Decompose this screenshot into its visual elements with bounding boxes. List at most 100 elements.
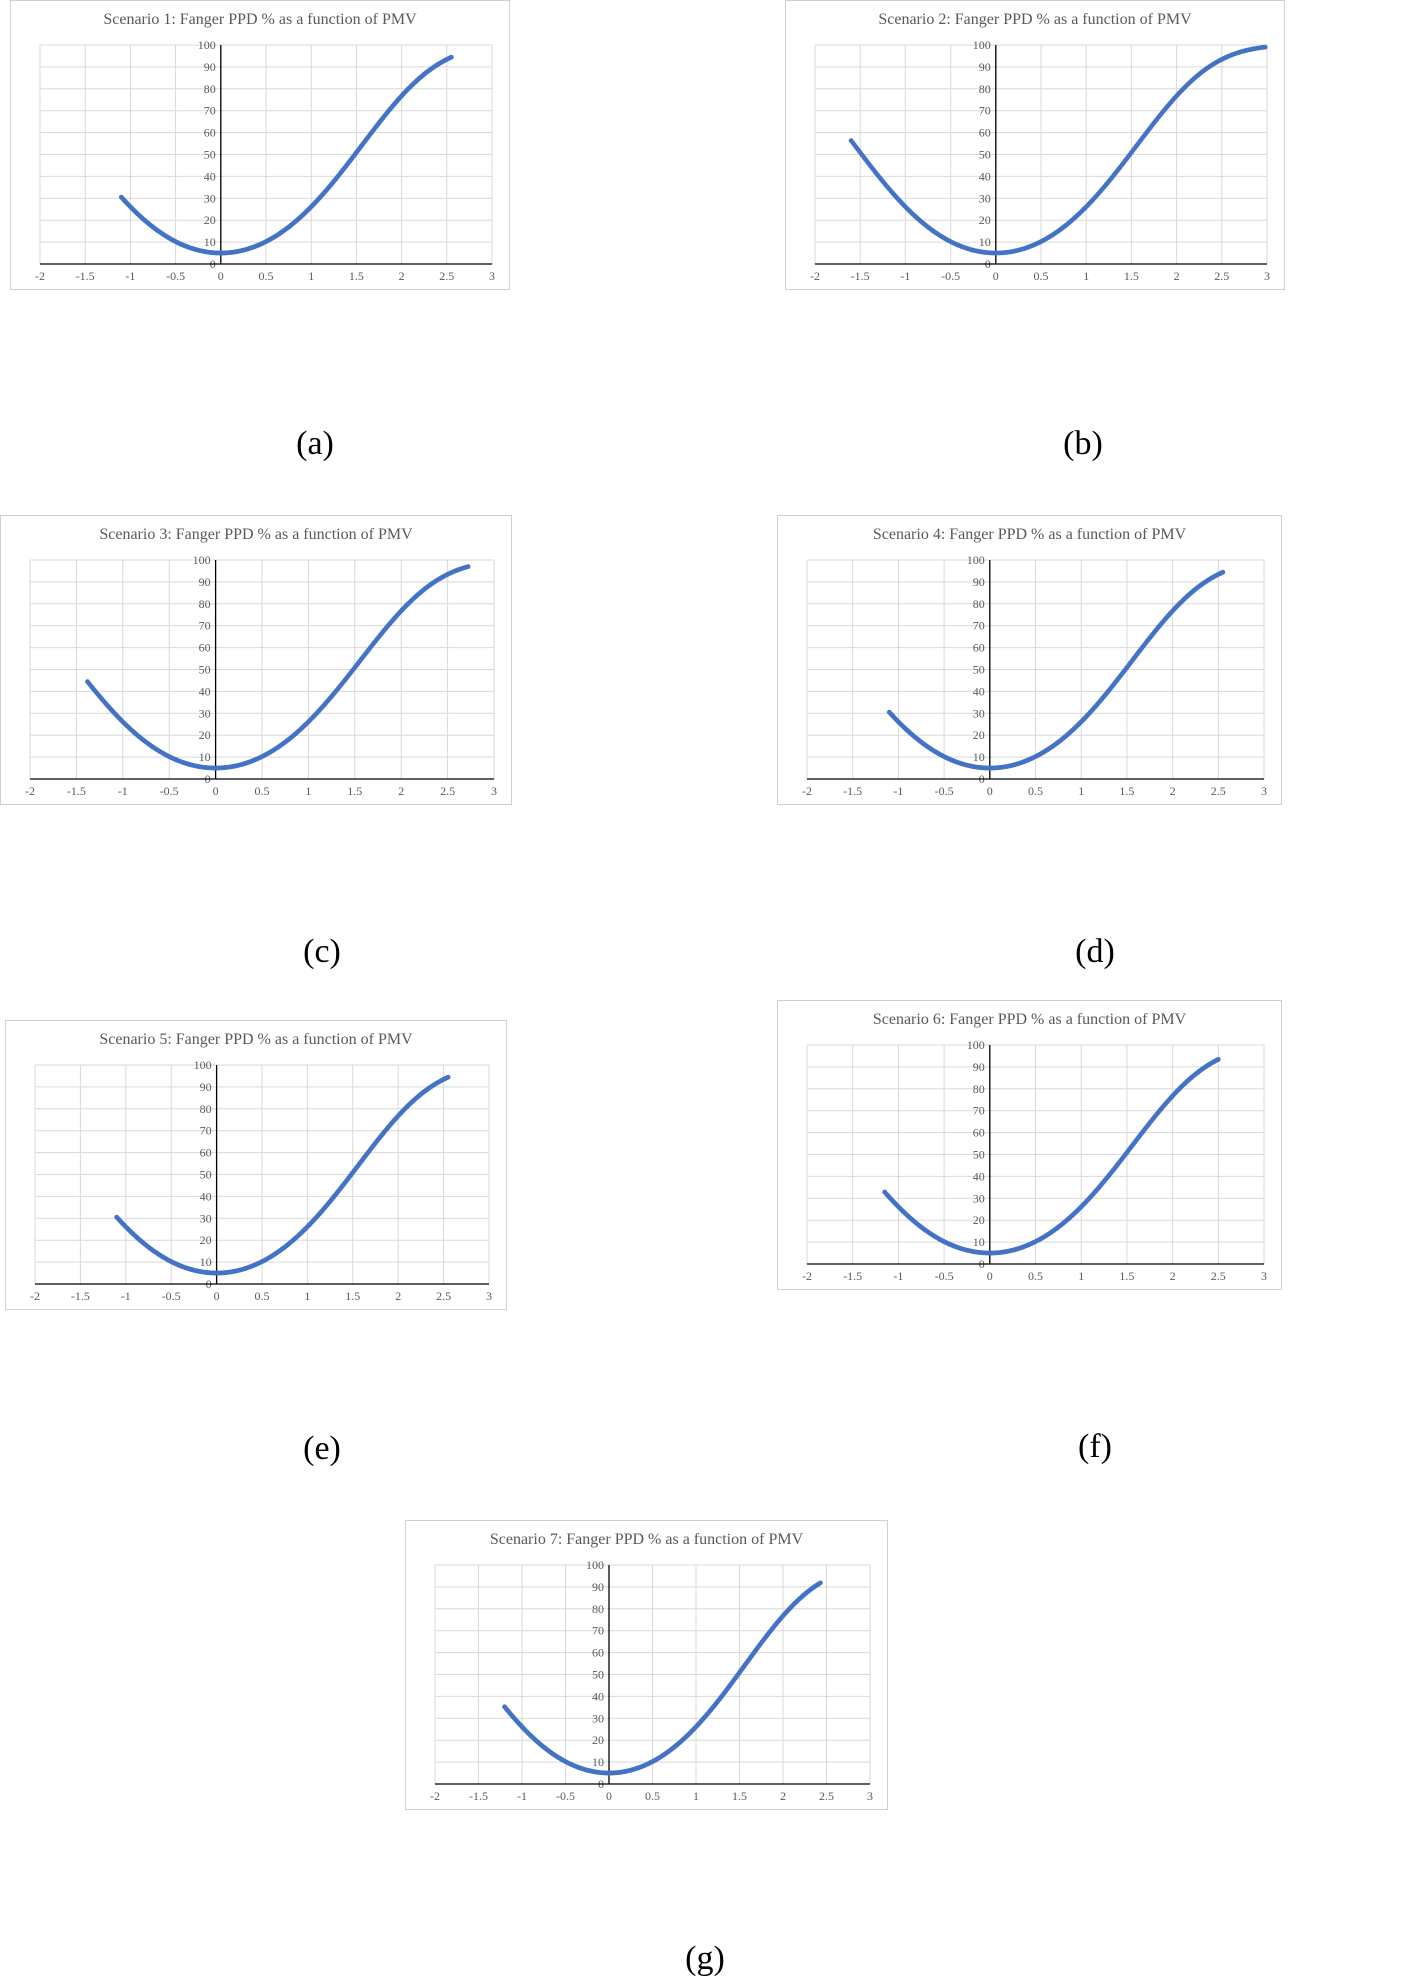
x-tick-label: 2	[398, 784, 404, 798]
y-tick-label: 80	[979, 82, 991, 96]
panel-label: (f)	[1078, 1428, 1112, 1465]
x-tick-label: -1.5	[843, 784, 862, 798]
panel-label: (c)	[303, 933, 341, 970]
x-tick-label: -0.5	[941, 269, 960, 283]
chart-panel-g: Scenario 7: Fanger PPD % as a function o…	[405, 1520, 1025, 1977]
x-tick-label: -0.5	[166, 269, 185, 283]
y-tick-label: 70	[199, 619, 211, 633]
chart-title: Scenario 2: Fanger PPD % as a function o…	[878, 11, 1192, 28]
y-tick-label: 90	[204, 60, 216, 74]
chart-svg: Scenario 1: Fanger PPD % as a function o…	[10, 0, 510, 290]
x-tick-label: 0	[987, 1269, 993, 1283]
y-tick-label: 30	[199, 706, 211, 720]
data-point	[818, 1580, 823, 1586]
x-tick-label: 2.5	[439, 269, 454, 283]
x-tick-label: -2	[802, 784, 812, 798]
data-series	[85, 564, 471, 771]
x-tick-label: 3	[867, 1789, 873, 1803]
y-tick-label: 30	[200, 1211, 212, 1225]
y-tick-label: 10	[204, 235, 216, 249]
x-tick-label: 1	[693, 1789, 699, 1803]
chart-title: Scenario 5: Fanger PPD % as a function o…	[99, 1031, 413, 1048]
x-tick-label: -1	[125, 269, 135, 283]
y-tick-label: 30	[973, 1191, 985, 1205]
x-tick-label: 1.5	[345, 1289, 360, 1303]
chart-frame	[0, 515, 512, 805]
x-tick-label: -1	[893, 1269, 903, 1283]
chart-svg: Scenario 3: Fanger PPD % as a function o…	[0, 515, 512, 805]
data-point	[1215, 1056, 1221, 1062]
x-tick-label: -2	[802, 1269, 812, 1283]
x-tick-label: 0	[213, 784, 219, 798]
x-tick-label: -1.5	[76, 269, 95, 283]
y-tick-label: 10	[592, 1755, 604, 1769]
y-tick-label: 100	[193, 553, 211, 567]
y-tick-label: 60	[200, 1146, 212, 1160]
y-tick-label: 90	[979, 60, 991, 74]
x-tick-label: -2	[810, 269, 820, 283]
x-tick-label: 2	[1170, 1269, 1176, 1283]
y-tick-label: 80	[973, 1082, 985, 1096]
chart-panel-a: Scenario 1: Fanger PPD % as a function o…	[10, 0, 630, 462]
x-tick-label: 1.5	[732, 1789, 747, 1803]
y-tick-label: 90	[973, 575, 985, 589]
y-tick-label: 50	[592, 1668, 604, 1682]
chart-title: Scenario 3: Fanger PPD % as a function o…	[99, 526, 413, 543]
x-tick-label: 2.5	[1214, 269, 1229, 283]
y-tick-label: 70	[979, 104, 991, 118]
y-tick-label: 50	[199, 663, 211, 677]
y-tick-label: 10	[973, 1235, 985, 1249]
data-point	[1262, 44, 1268, 50]
x-tick-label: -1.5	[71, 1289, 90, 1303]
y-tick-label: 10	[200, 1255, 212, 1269]
y-tick-label: 30	[979, 191, 991, 205]
x-tick-label: 0	[606, 1789, 612, 1803]
y-tick-label: 100	[198, 38, 216, 52]
chart-panel-c: Scenario 3: Fanger PPD % as a function o…	[0, 515, 620, 970]
chart-panel-d: Scenario 4: Fanger PPD % as a function o…	[777, 515, 1397, 970]
chart-title: Scenario 6: Fanger PPD % as a function o…	[873, 1011, 1187, 1028]
y-tick-label: 80	[592, 1602, 604, 1616]
y-tick-label: 70	[200, 1124, 212, 1138]
x-tick-label: 2.5	[440, 784, 455, 798]
y-tick-label: 80	[199, 597, 211, 611]
data-series	[886, 569, 1226, 771]
y-tick-label: 100	[586, 1558, 604, 1572]
chart-title: Scenario 1: Fanger PPD % as a function o…	[103, 11, 417, 28]
x-tick-label: 3	[491, 784, 497, 798]
chart-frame	[777, 515, 1282, 805]
y-tick-label: 50	[973, 1148, 985, 1162]
chart-frame	[777, 1000, 1282, 1290]
x-tick-label: -2	[30, 1289, 40, 1303]
y-tick-label: 60	[199, 641, 211, 655]
x-tick-label: 1	[1078, 1269, 1084, 1283]
y-tick-label: 50	[979, 148, 991, 162]
data-point	[465, 564, 471, 570]
x-tick-label: 2.5	[436, 1289, 451, 1303]
x-tick-label: 1	[308, 269, 314, 283]
panel-label: (e)	[303, 1430, 341, 1467]
chart-frame	[5, 1020, 507, 1310]
y-tick-label: 20	[200, 1233, 212, 1247]
y-tick-label: 70	[973, 619, 985, 633]
x-tick-label: 2	[1170, 784, 1176, 798]
x-tick-label: 1	[1083, 269, 1089, 283]
y-tick-label: 30	[973, 706, 985, 720]
x-tick-label: 1.5	[1119, 1269, 1134, 1283]
y-tick-label: 80	[973, 597, 985, 611]
x-tick-label: 1	[1078, 784, 1084, 798]
y-tick-label: 100	[973, 38, 991, 52]
x-tick-label: -0.5	[160, 784, 179, 798]
x-tick-label: 0.5	[1028, 784, 1043, 798]
x-tick-label: 1.5	[1119, 784, 1134, 798]
x-tick-label: 0	[214, 1289, 220, 1303]
data-series	[848, 44, 1268, 256]
x-tick-label: 3	[1264, 269, 1270, 283]
y-tick-label: 70	[592, 1624, 604, 1638]
y-tick-label: 80	[204, 82, 216, 96]
x-tick-label: 2	[1174, 269, 1180, 283]
y-tick-label: 40	[204, 169, 216, 183]
panel-label: (g)	[685, 1940, 725, 1977]
chart-svg: Scenario 4: Fanger PPD % as a function o…	[777, 515, 1282, 805]
y-tick-label: 10	[973, 750, 985, 764]
